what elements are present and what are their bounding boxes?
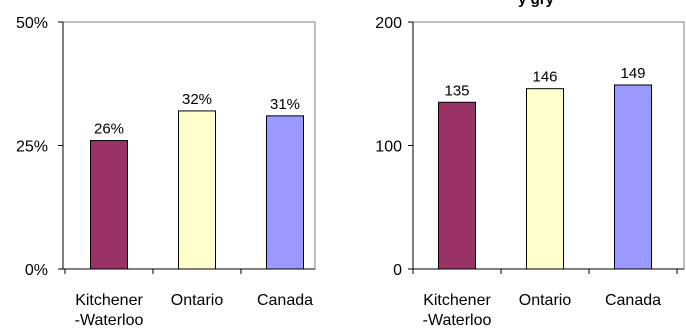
y-tick-label: 100 xyxy=(375,139,402,156)
bar xyxy=(438,101,476,270)
x-category-label: Ontario xyxy=(171,292,224,309)
bar xyxy=(266,115,304,270)
x-category-label: Canada xyxy=(605,292,661,309)
chart-count: 0 100 200 135 Kitchener -Waterloo 146 Ontario 14… xyxy=(375,15,685,329)
bar-value-label: 135 xyxy=(444,82,469,99)
bar-value-label: 149 xyxy=(620,65,645,82)
y-tick-label: 0 xyxy=(393,262,402,279)
y-tick-label: 0% xyxy=(25,262,48,279)
x-category-label: Canada xyxy=(257,292,313,309)
bar xyxy=(178,110,216,270)
bar xyxy=(90,140,128,270)
x-category-label: Kitchener -Waterloo xyxy=(423,292,492,329)
bar-value-label: 31% xyxy=(270,96,300,113)
x-category-label: Kitchener -Waterloo xyxy=(75,292,144,329)
partial-chart-title: y gry xyxy=(518,0,555,8)
y-tick-label: 200 xyxy=(375,15,402,32)
bar xyxy=(614,84,652,270)
bar-value-label: 32% xyxy=(182,91,212,108)
y-tick-label: 50% xyxy=(16,15,48,32)
bar-value-label: 146 xyxy=(532,69,557,86)
y-tick-label: 25% xyxy=(16,139,48,156)
bar xyxy=(526,88,564,270)
bar-value-label: 26% xyxy=(94,121,124,138)
chart-percentage: 0% 25% 50% 26% Kitchener -Waterloo 32% Ontario 3… xyxy=(16,15,316,329)
x-category-label: Ontario xyxy=(519,292,572,309)
